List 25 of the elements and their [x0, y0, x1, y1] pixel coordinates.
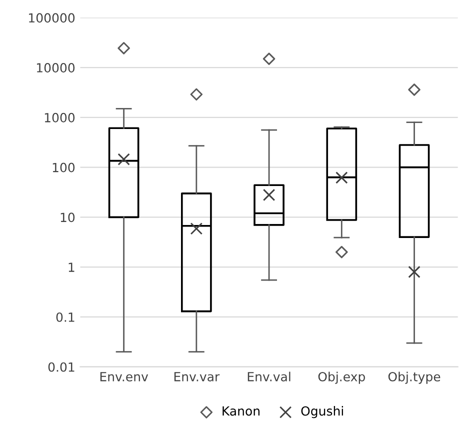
point	[336, 172, 348, 184]
y-tick-label: 10000	[36, 63, 75, 72]
y-tick-label: 100	[52, 162, 75, 172]
point	[118, 42, 130, 54]
y-tick-label: 1	[68, 262, 74, 272]
x-tick-label: Obj.type	[388, 372, 440, 384]
point	[408, 266, 420, 278]
x-tick-label: Env.val	[248, 372, 290, 382]
point	[118, 153, 130, 166]
x-tick-label: Obj.exp	[318, 372, 365, 384]
point	[262, 52, 276, 65]
legend-label: Ogushi	[301, 406, 343, 418]
x-tick-label: Env.env	[100, 372, 148, 382]
point	[190, 88, 203, 101]
y-tick-label: 100000	[29, 13, 75, 23]
point	[336, 246, 348, 258]
y-tick-label: 0.1	[56, 312, 74, 322]
y-tick-label: 10	[60, 212, 75, 222]
x-tick-label: Env.var	[174, 372, 220, 382]
legend-label: Kanon	[222, 406, 260, 416]
y-tick-label: 0.01	[48, 362, 74, 372]
point	[190, 222, 203, 235]
y-tick-label: 1000	[44, 112, 75, 122]
point	[262, 188, 276, 202]
point	[408, 84, 420, 96]
